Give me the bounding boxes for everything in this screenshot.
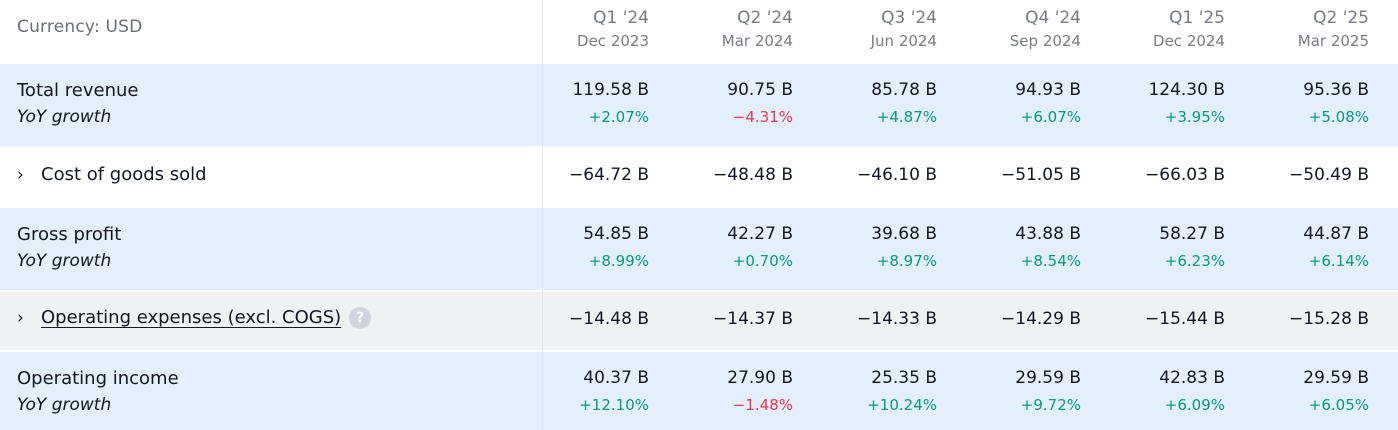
value-cell: −14.37 B [713, 309, 793, 329]
value-cell: 124.30 B [1148, 80, 1225, 100]
value-cell: 90.75 B [727, 80, 793, 100]
row-operating-expenses[interactable]: › Operating expenses (excl. COGS)? −14.48… [0, 292, 1398, 350]
row-label: Gross profit [17, 224, 122, 245]
value-cell: 54.85 B [583, 224, 649, 244]
header-row: Currency: USD Q1 '24 Dec 2023 Q2 '24 Mar… [0, 0, 1398, 63]
value-cell: −14.48 B [569, 309, 649, 329]
row-label[interactable]: Cost of goods sold [41, 164, 207, 185]
value-cell: 42.83 B [1159, 368, 1225, 388]
period-quarter: Q1 '24 [593, 8, 649, 28]
value-cell: 40.37 B [583, 368, 649, 388]
period-date: Mar 2025 [1297, 32, 1369, 50]
period-header-5: Q1 '25 Dec 2024 [1085, 8, 1225, 50]
row-gross-profit: Gross profit YoY growth 54.85 B 42.27 B … [0, 208, 1398, 290]
growth-cell: +6.05% [1308, 396, 1369, 414]
chevron-right-icon[interactable]: › [17, 308, 24, 328]
growth-cell: +8.97% [876, 252, 937, 270]
value-cell: 94.93 B [1015, 80, 1081, 100]
row-sublabel: YoY growth [17, 107, 112, 127]
row-label: Operating income [17, 368, 179, 389]
growth-cell: +10.24% [867, 396, 937, 414]
growth-cell: −4.31% [732, 108, 793, 126]
value-cell: −50.49 B [1289, 165, 1369, 185]
value-cell: 29.59 B [1015, 368, 1081, 388]
period-header-6: Q2 '25 Mar 2025 [1229, 8, 1369, 50]
value-cell: −15.44 B [1145, 309, 1225, 329]
column-divider [542, 0, 543, 430]
growth-cell: +6.09% [1164, 396, 1225, 414]
value-cell: 25.35 B [871, 368, 937, 388]
period-header-1: Q1 '24 Dec 2023 [509, 8, 649, 50]
row-total-revenue: Total revenue YoY growth 119.58 B 90.75 … [0, 64, 1398, 146]
growth-cell: +8.99% [588, 252, 649, 270]
growth-cell: +3.95% [1164, 108, 1225, 126]
value-cell: −46.10 B [857, 165, 937, 185]
period-date: Dec 2024 [1153, 32, 1225, 50]
growth-cell: +4.87% [876, 108, 937, 126]
row-sublabel: YoY growth [17, 395, 112, 415]
period-header-4: Q4 '24 Sep 2024 [941, 8, 1081, 50]
value-cell: 42.27 B [727, 224, 793, 244]
value-cell: 119.58 B [572, 80, 649, 100]
value-cell: −14.29 B [1001, 309, 1081, 329]
growth-cell: +6.14% [1308, 252, 1369, 270]
value-cell: 95.36 B [1303, 80, 1369, 100]
period-quarter: Q2 '25 [1313, 8, 1369, 28]
value-cell: 29.59 B [1303, 368, 1369, 388]
period-date: Jun 2024 [870, 32, 937, 50]
value-cell: 85.78 B [871, 80, 937, 100]
expand-toggle[interactable]: › Cost of goods sold [17, 164, 207, 185]
row-label: Total revenue [17, 80, 139, 101]
value-cell: 44.87 B [1303, 224, 1369, 244]
chevron-right-icon[interactable]: › [17, 165, 24, 185]
help-icon[interactable]: ? [349, 307, 372, 329]
growth-cell: +6.23% [1164, 252, 1225, 270]
value-cell: −64.72 B [569, 165, 649, 185]
growth-cell: +9.72% [1020, 396, 1081, 414]
growth-cell: +6.07% [1020, 108, 1081, 126]
value-cell: 58.27 B [1159, 224, 1225, 244]
period-date: Mar 2024 [721, 32, 793, 50]
value-cell: 43.88 B [1015, 224, 1081, 244]
growth-cell: +5.08% [1308, 108, 1369, 126]
value-cell: −48.48 B [713, 165, 793, 185]
growth-cell: +0.70% [732, 252, 793, 270]
period-quarter: Q1 '25 [1169, 8, 1225, 28]
period-date: Sep 2024 [1009, 32, 1081, 50]
period-quarter: Q3 '24 [881, 8, 937, 28]
value-cell: −51.05 B [1001, 165, 1081, 185]
period-header-3: Q3 '24 Jun 2024 [797, 8, 937, 50]
row-sublabel: YoY growth [17, 251, 112, 271]
row-cost-of-goods-sold[interactable]: › Cost of goods sold −64.72 B −48.48 B −4… [0, 146, 1398, 208]
expand-toggle[interactable]: › Operating expenses (excl. COGS)? [17, 307, 372, 329]
period-quarter: Q2 '24 [737, 8, 793, 28]
growth-cell: +12.10% [579, 396, 649, 414]
row-label-link[interactable]: Operating expenses (excl. COGS) [41, 307, 342, 328]
value-cell: 39.68 B [871, 224, 937, 244]
row-operating-income: Operating income YoY growth 40.37 B 27.9… [0, 352, 1398, 430]
growth-cell: +8.54% [1020, 252, 1081, 270]
growth-cell: −1.48% [732, 396, 793, 414]
period-quarter: Q4 '24 [1025, 8, 1081, 28]
period-header-2: Q2 '24 Mar 2024 [653, 8, 793, 50]
currency-label: Currency: USD [17, 17, 143, 37]
period-date: Dec 2023 [577, 32, 649, 50]
value-cell: 27.90 B [727, 368, 793, 388]
value-cell: −66.03 B [1145, 165, 1225, 185]
value-cell: −15.28 B [1289, 309, 1369, 329]
value-cell: −14.33 B [857, 309, 937, 329]
growth-cell: +2.07% [588, 108, 649, 126]
